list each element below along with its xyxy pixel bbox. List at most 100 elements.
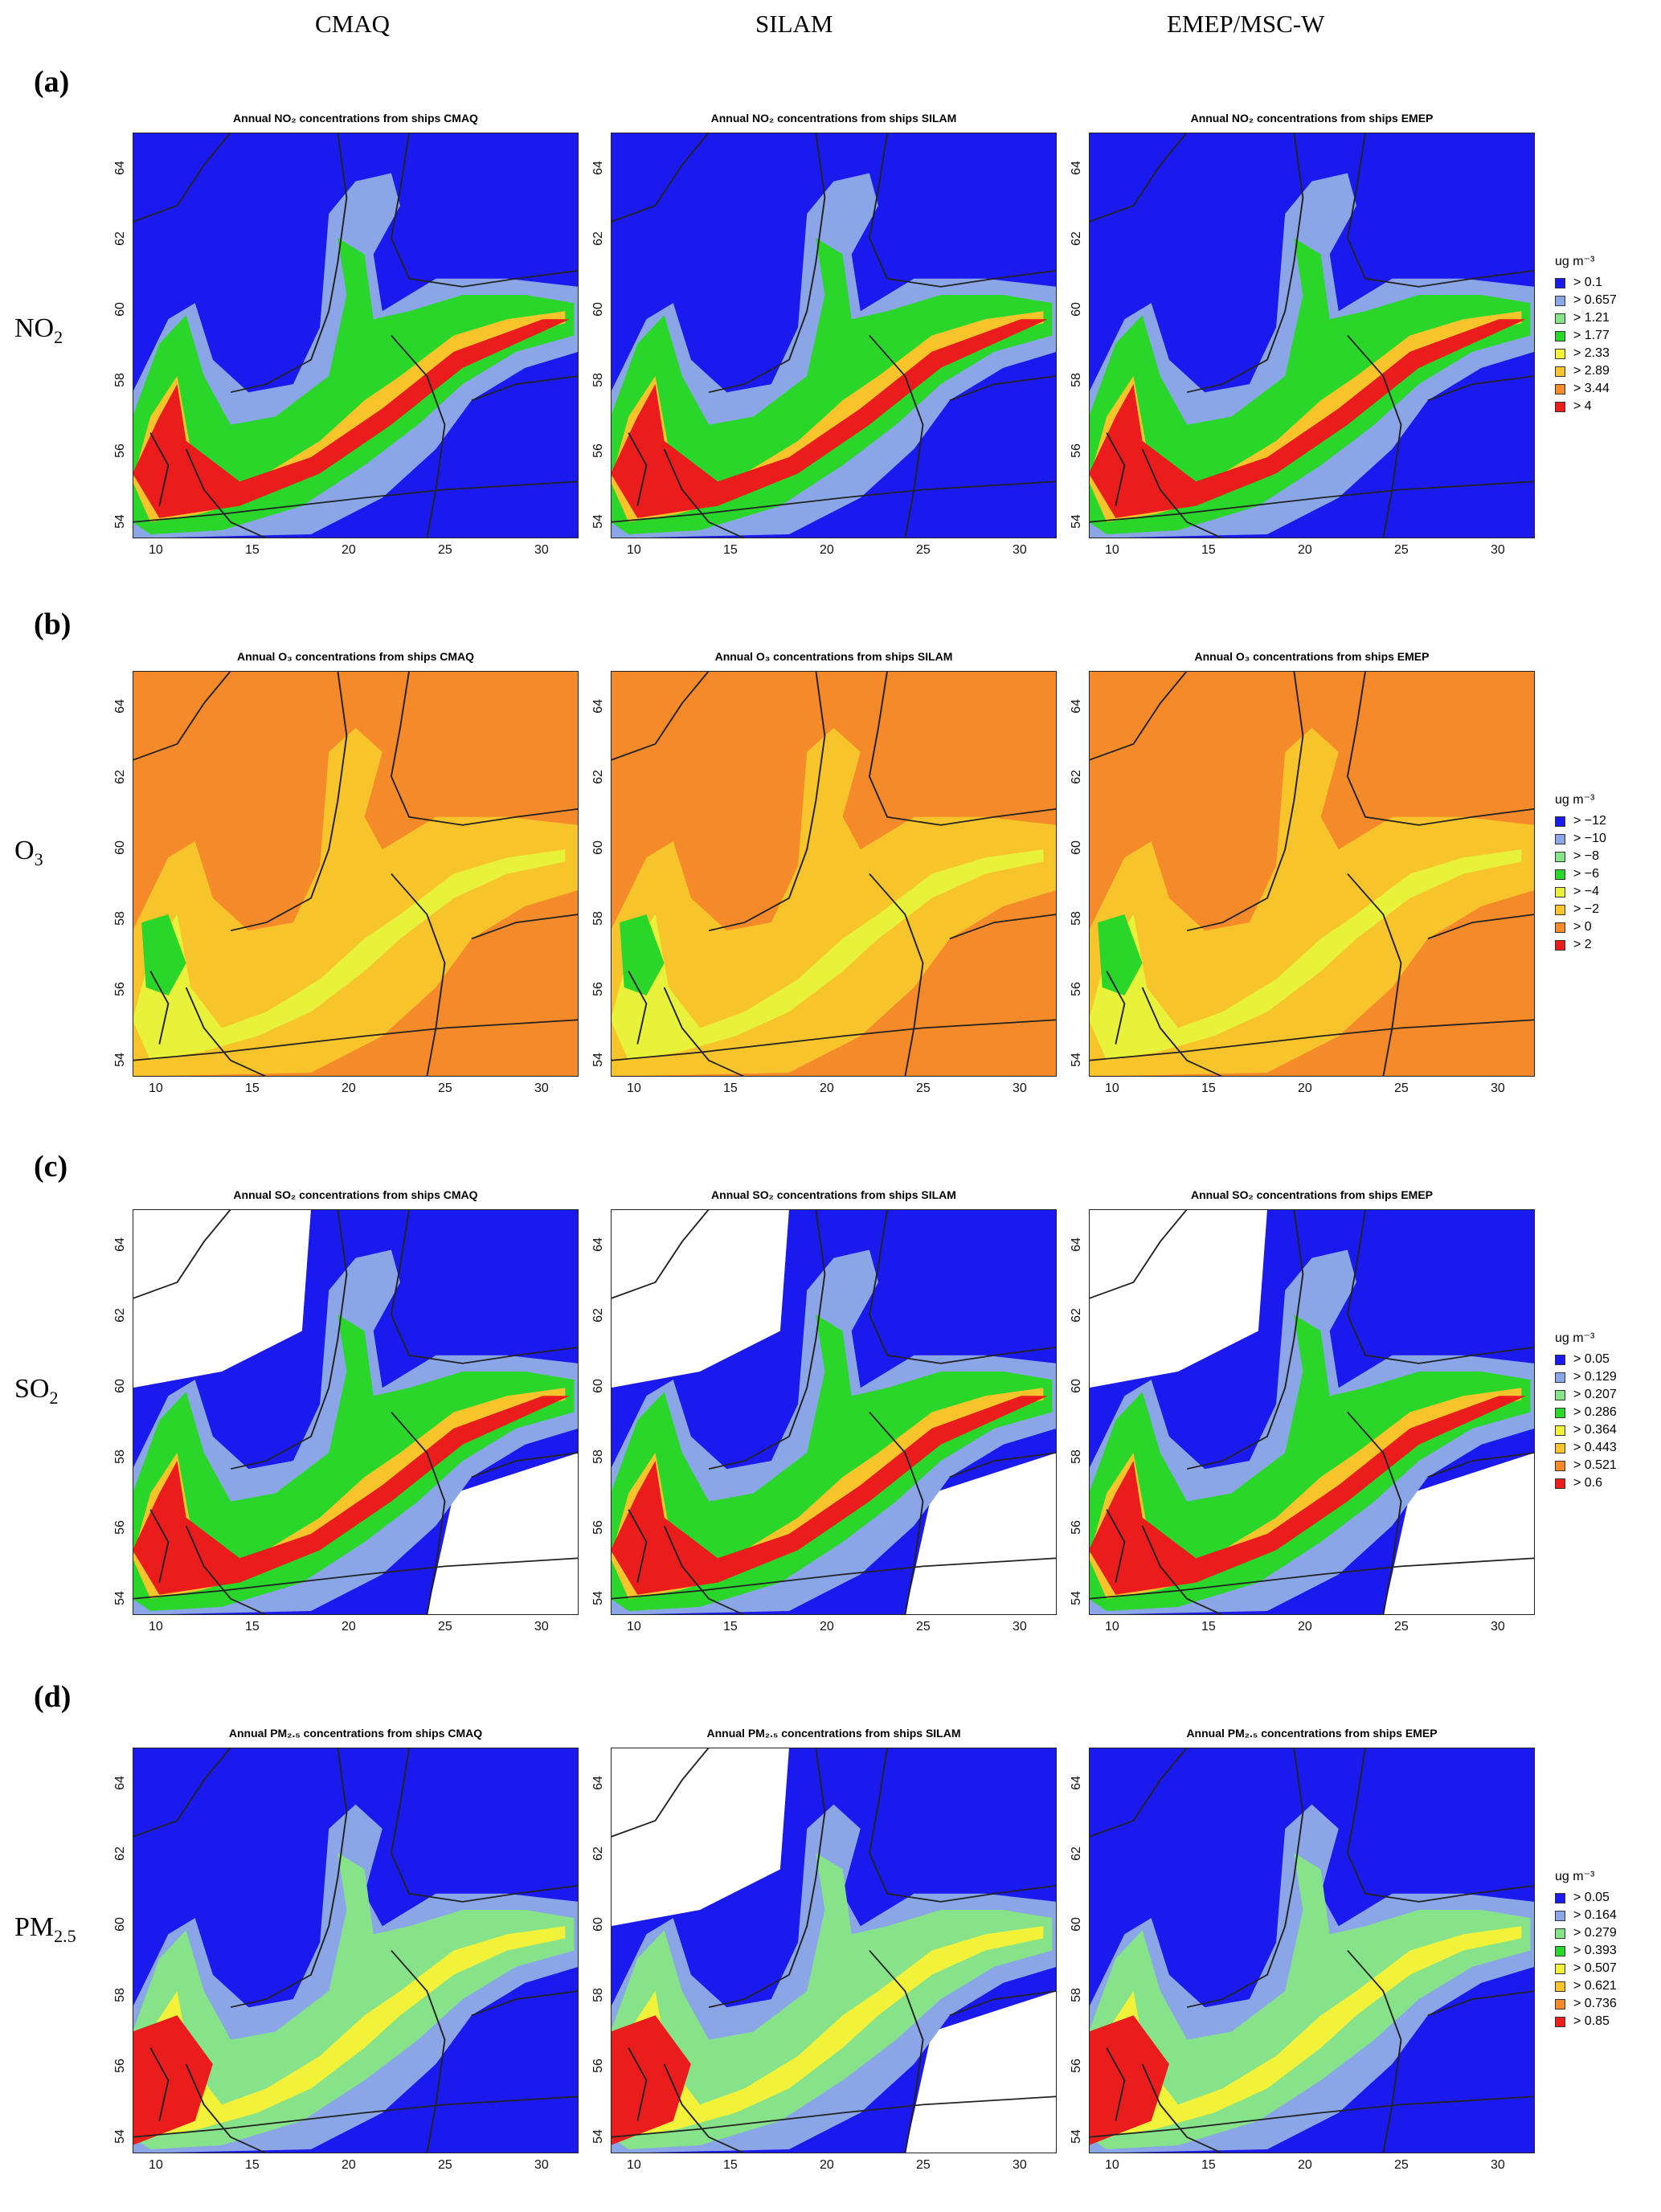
shipping-lane-hot xyxy=(133,1396,570,1595)
legend-label: > −4 xyxy=(1573,885,1600,898)
coastline xyxy=(1427,914,1535,940)
legend-swatch xyxy=(1555,1425,1565,1436)
y-tick-label: 62 xyxy=(113,1308,127,1323)
coastline xyxy=(133,1748,231,1838)
legend-label: > −6 xyxy=(1573,867,1600,881)
x-tick-label: 25 xyxy=(916,1081,931,1095)
legend-entry: > 0.621 xyxy=(1555,1977,1617,1995)
x-tick-label: 20 xyxy=(342,2158,356,2172)
legend-label: > −10 xyxy=(1573,832,1606,845)
concentration-zone-mid xyxy=(611,849,1044,1061)
legend-entry: > 0.6 xyxy=(1555,1474,1617,1492)
coastline xyxy=(611,671,710,761)
x-tick-label: 25 xyxy=(916,543,931,557)
y-tick-label: 64 xyxy=(1069,699,1083,713)
coastline xyxy=(869,873,924,1077)
coastline xyxy=(149,971,170,1045)
y-tick-label: 60 xyxy=(1069,1379,1083,1393)
y-tick-label: 56 xyxy=(113,2059,127,2073)
y-tick-label: 64 xyxy=(1069,1237,1083,1252)
y-tick-label: 60 xyxy=(591,1917,605,1932)
coastline xyxy=(1089,1209,1188,1299)
y-tick-label: 62 xyxy=(591,770,605,784)
legend-entry: > −8 xyxy=(1555,848,1606,865)
coastline xyxy=(185,2063,267,2153)
y-tick-label: 60 xyxy=(113,840,127,855)
coastline xyxy=(391,873,446,1077)
y-tick-label: 54 xyxy=(113,1053,127,1067)
species-subscript: 2 xyxy=(49,1387,59,1408)
legend-label: > 0.736 xyxy=(1573,1997,1617,2010)
legend-swatch xyxy=(1555,295,1565,306)
coastline xyxy=(949,1452,1057,1478)
x-tick-label: 20 xyxy=(820,2158,834,2172)
y-tick-label: 56 xyxy=(113,1520,127,1535)
coastline xyxy=(1346,671,1535,826)
coastline xyxy=(230,1209,348,1470)
y-tick-label: 56 xyxy=(591,2059,605,2073)
legend-swatch xyxy=(1555,313,1565,324)
legend-swatch xyxy=(1555,1910,1565,1921)
map-panel-title: Annual SO₂ concentrations from ships SIL… xyxy=(711,1188,956,1201)
coastline xyxy=(1089,1748,1188,1838)
x-tick-label: 15 xyxy=(245,1081,260,1095)
species-label: O3 xyxy=(14,836,43,870)
coastline xyxy=(1089,480,1535,523)
y-tick-label: 60 xyxy=(1069,1917,1083,1932)
coastline xyxy=(663,1525,745,1615)
coastline xyxy=(230,671,348,932)
concentration-zone-inner xyxy=(133,1926,566,2137)
legend-entry: > 0.393 xyxy=(1555,1942,1617,1960)
coastline xyxy=(663,2063,745,2153)
legend-swatch xyxy=(1555,1460,1565,1471)
legend-label: > −12 xyxy=(1573,814,1606,828)
species-subscript: 3 xyxy=(34,848,43,869)
legend-label: > 4 xyxy=(1573,399,1592,413)
land-no-data xyxy=(1089,1209,1267,1388)
x-tick-label: 15 xyxy=(245,1620,260,1633)
y-tick-label: 58 xyxy=(113,1988,127,2002)
legend-swatch xyxy=(1555,330,1565,341)
legend-unit: ug m⁻³ xyxy=(1555,793,1595,807)
color-legend: ug m⁻³ > 0.05 > 0.164 > 0.279 > 0.393 > 0.507… xyxy=(1555,1868,1617,2030)
land-no-data xyxy=(611,1748,789,1927)
legend-entry: > −6 xyxy=(1555,865,1606,883)
x-tick-label: 15 xyxy=(1201,1081,1216,1095)
coastline xyxy=(611,1557,1057,1600)
legend-label: > −8 xyxy=(1573,849,1600,863)
concentration-zone-mid xyxy=(1089,1315,1531,1611)
y-tick-label: 54 xyxy=(591,514,605,529)
column-header-cmaq: CMAQ xyxy=(315,10,391,38)
coastline xyxy=(133,133,231,223)
legend-entry: > 2 xyxy=(1555,936,1606,954)
coastline xyxy=(390,671,579,826)
coastline xyxy=(1141,448,1223,538)
legend-swatch xyxy=(1555,1981,1565,1992)
coastline xyxy=(230,1748,348,2009)
x-tick-label: 10 xyxy=(149,1620,163,1633)
legend-swatch xyxy=(1555,401,1565,412)
coastline xyxy=(949,1990,1057,2017)
y-tick-label: 60 xyxy=(1069,840,1083,855)
species-label: SO2 xyxy=(14,1374,58,1409)
y-tick-label: 64 xyxy=(591,699,605,713)
coastline xyxy=(611,1209,710,1299)
coastline xyxy=(708,671,826,932)
legend-swatch xyxy=(1555,2016,1565,2027)
x-tick-label: 20 xyxy=(1298,543,1312,557)
coastline xyxy=(663,987,745,1077)
column-header-emep: EMEP/MSC-W xyxy=(1167,10,1325,38)
concentration-zone-inner xyxy=(611,1388,1044,1599)
land-no-data xyxy=(611,1209,789,1388)
legend-label: > 2.33 xyxy=(1573,346,1610,360)
shipping-lane-hot xyxy=(611,319,1048,518)
coastline xyxy=(149,1509,170,1583)
shipping-lane-hot xyxy=(1089,319,1526,518)
y-tick-label: 64 xyxy=(113,161,127,175)
concentration-zone-hot xyxy=(1089,2015,1169,2145)
x-tick-label: 10 xyxy=(149,1081,163,1095)
x-tick-label: 20 xyxy=(820,543,834,557)
coastline xyxy=(1427,1452,1535,1478)
x-tick-label: 25 xyxy=(438,1081,452,1095)
y-tick-label: 58 xyxy=(591,373,605,387)
